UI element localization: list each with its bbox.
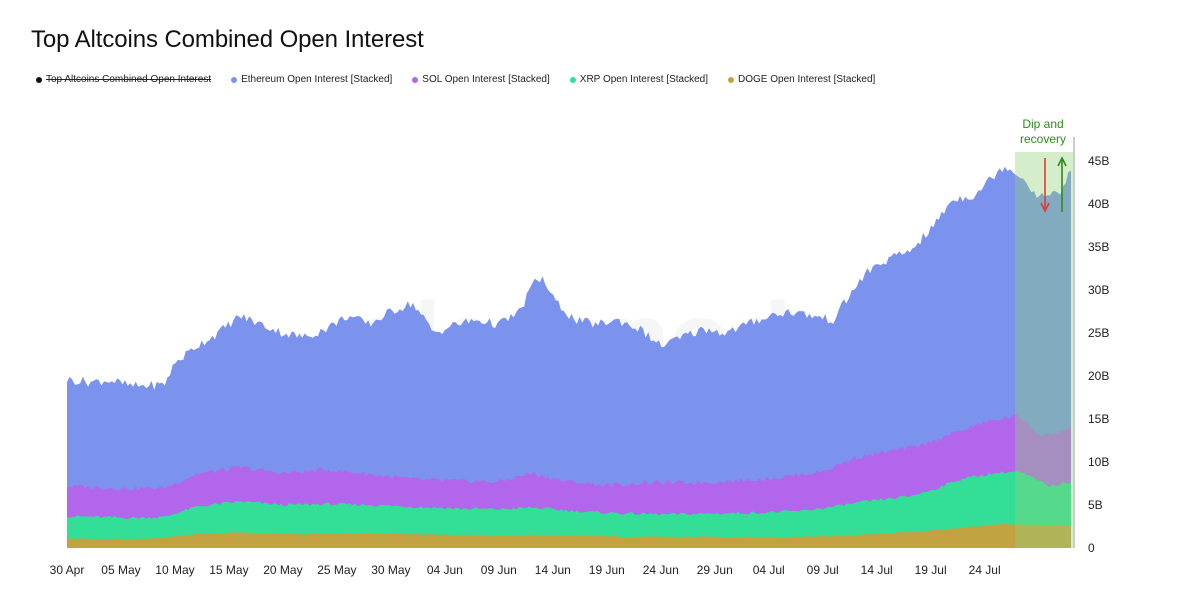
x-tick-label: 05 May xyxy=(101,563,140,577)
annotation-text: Dip and xyxy=(1022,117,1063,131)
y-tick-label: 30B xyxy=(1088,283,1109,297)
highlight-region xyxy=(1015,152,1073,548)
chart-legend: Top Altcoins Combined Open Interest Ethe… xyxy=(36,74,875,85)
legend-dot-icon xyxy=(728,76,734,83)
y-tick-label: 40B xyxy=(1088,197,1109,211)
x-tick-label: 04 Jul xyxy=(753,563,785,577)
area-series-xrp xyxy=(67,471,1071,548)
x-tick-label: 14 Jun xyxy=(535,563,571,577)
legend-item-sol-oi[interactable]: SOL Open Interest [Stacked] xyxy=(412,74,550,85)
x-tick-label: 20 May xyxy=(263,563,302,577)
series-areas xyxy=(67,166,1071,548)
legend-label: Top Altcoins Combined Open Interest xyxy=(46,74,212,85)
x-tick-label: 10 May xyxy=(155,563,194,577)
x-tick-label: 30 May xyxy=(371,563,410,577)
x-tick-label: 09 Jul xyxy=(807,563,839,577)
legend-dot-icon xyxy=(412,76,419,83)
legend-label: DOGE Open Interest [Stacked] xyxy=(738,74,876,85)
x-tick-label: 14 Jul xyxy=(861,563,893,577)
legend-item-combined-oi[interactable]: Top Altcoins Combined Open Interest xyxy=(36,74,211,85)
highlight-band xyxy=(1015,152,1073,548)
area-series-ethereum xyxy=(67,166,1071,548)
x-tick-label: 15 May xyxy=(209,563,248,577)
y-tick-label: 45B xyxy=(1088,154,1109,168)
legend-item-doge-oi[interactable]: DOGE Open Interest [Stacked] xyxy=(728,74,875,85)
y-axis: 0 5B 10B 15B 20B 25B 30B 35B 40B 45B xyxy=(1073,137,1109,555)
y-tick-label: 35B xyxy=(1088,240,1109,254)
annotation-text: recovery xyxy=(1020,132,1066,146)
legend-label: XRP Open Interest [Stacked] xyxy=(579,74,708,85)
x-tick-label: 19 Jul xyxy=(915,563,947,577)
x-tick-label: 04 Jun xyxy=(427,563,463,577)
legend-item-xrp-oi[interactable]: XRP Open Interest [Stacked] xyxy=(569,74,708,85)
legend-label: SOL Open Interest [Stacked] xyxy=(422,74,550,85)
area-series-doge xyxy=(67,523,1071,548)
x-tick-label: 25 May xyxy=(317,563,356,577)
y-tick-label: 20B xyxy=(1088,369,1109,383)
x-tick-label: 09 Jun xyxy=(481,563,517,577)
y-tick-label: 5B xyxy=(1088,498,1103,512)
legend-dot-icon xyxy=(36,76,42,83)
y-tick-label: 10B xyxy=(1088,455,1109,469)
legend-dot-icon xyxy=(569,76,576,83)
arrow-down-head-icon xyxy=(1040,202,1050,213)
legend-dot-icon xyxy=(231,76,238,83)
chart-title: Top Altcoins Combined Open Interest xyxy=(31,26,424,53)
x-axis: 30 Apr 05 May 10 May 15 May 20 May 25 May 30 M… xyxy=(50,563,1001,577)
y-tick-label: 15B xyxy=(1088,412,1109,426)
y-tick-label: 0 xyxy=(1088,541,1095,555)
x-tick-label: 24 Jul xyxy=(969,563,1001,577)
x-tick-label: 29 Jun xyxy=(697,563,733,577)
x-tick-label: 24 Jun xyxy=(643,563,679,577)
arrow-up-head-icon xyxy=(1057,156,1067,167)
x-tick-label: 30 Apr xyxy=(50,563,85,577)
legend-label: Ethereum Open Interest [Stacked] xyxy=(241,74,393,85)
legend-item-ethereum-oi[interactable]: Ethereum Open Interest [Stacked] xyxy=(231,74,392,85)
y-tick-label: 25B xyxy=(1088,326,1109,340)
x-tick-label: 19 Jun xyxy=(589,563,625,577)
